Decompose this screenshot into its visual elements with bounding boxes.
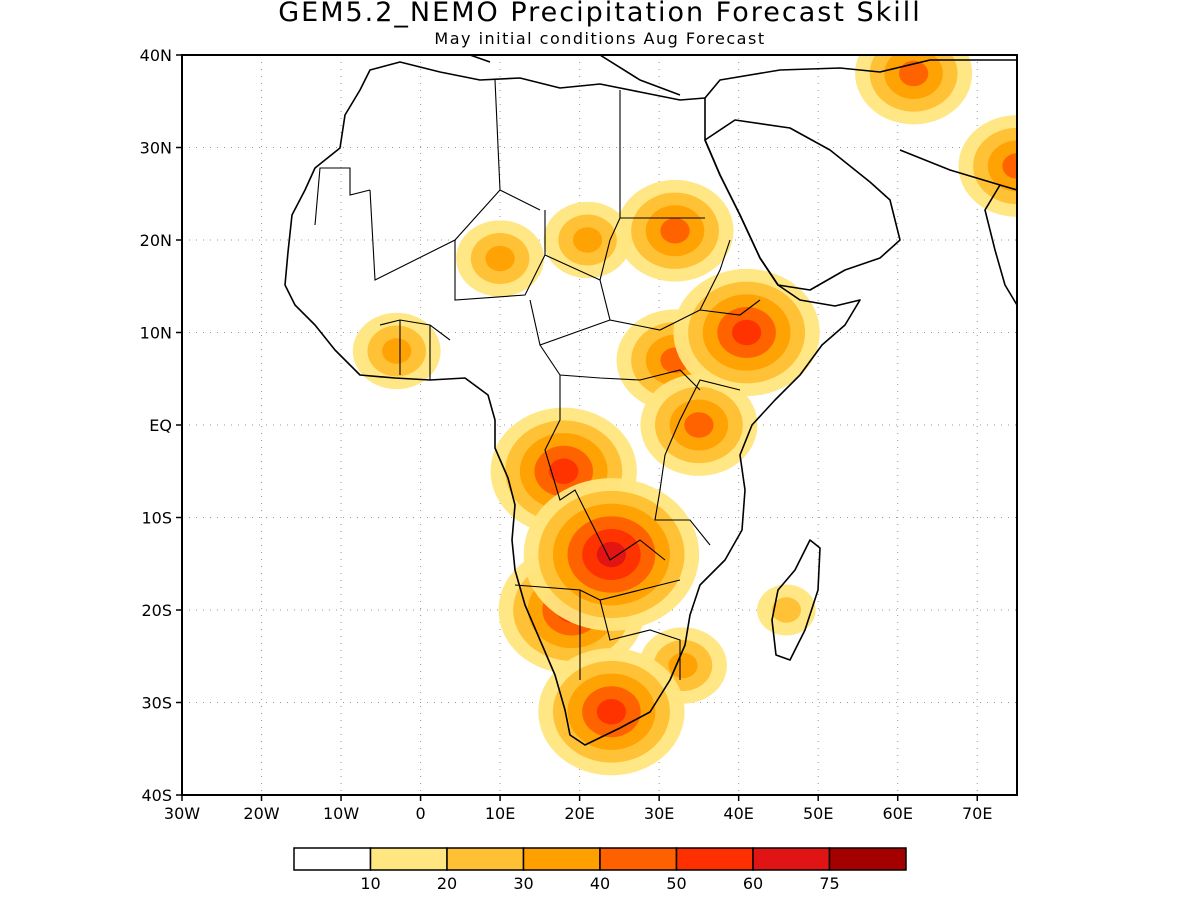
lat-label: 40S xyxy=(141,786,172,805)
skill-blob xyxy=(596,541,627,568)
skill-blob xyxy=(1002,153,1017,179)
lat-label: EQ xyxy=(149,416,172,435)
lat-label: 10S xyxy=(141,509,172,528)
colorbar-swatch xyxy=(369,847,448,871)
map-title: GEM5.2_NEMO Precipitation Forecast Skill xyxy=(278,0,922,28)
colorbar-label: 50 xyxy=(666,874,686,893)
lon-label: 60E xyxy=(882,804,912,823)
lon-label: 40E xyxy=(723,804,753,823)
skill-blob xyxy=(731,319,762,346)
country-borders xyxy=(314,79,761,680)
colorbar-label: 30 xyxy=(513,874,533,893)
skill-blob xyxy=(771,597,802,623)
colorbar-label: 60 xyxy=(743,874,763,893)
map-subtitle: May initial conditions Aug Forecast xyxy=(434,29,766,48)
skill-blob xyxy=(668,652,698,679)
colorbar-swatch xyxy=(752,847,831,871)
lon-label: 30W xyxy=(164,804,200,823)
skill-blob xyxy=(596,699,627,725)
coastlines xyxy=(284,55,1017,746)
lon-label: 30E xyxy=(644,804,674,823)
skill-blob xyxy=(572,227,603,253)
skill-blob xyxy=(684,412,714,438)
skill-blob xyxy=(660,218,690,244)
lat-label: 20S xyxy=(141,601,172,620)
colorbar-label: 10 xyxy=(360,874,380,893)
skill-blob xyxy=(485,245,515,272)
colorbar-swatch xyxy=(522,847,601,871)
lon-label: 10W xyxy=(323,804,359,823)
mideast-coastline xyxy=(704,59,1017,191)
skill-blob xyxy=(549,458,579,484)
colorbar-swatch xyxy=(293,847,372,871)
colorbar-label: 20 xyxy=(437,874,457,893)
colorbar-label: 40 xyxy=(590,874,610,893)
colorbar-swatch xyxy=(675,847,754,871)
lon-label: 20E xyxy=(564,804,594,823)
lat-label: 30S xyxy=(141,694,172,713)
lon-label: 0 xyxy=(415,804,425,823)
skill-blob xyxy=(898,60,929,87)
colorbar-swatch xyxy=(599,847,678,871)
arabia-coastline xyxy=(704,119,901,291)
colorbar: 10 20 30 40 50 60 75 xyxy=(293,847,907,893)
lat-label: 40N xyxy=(140,46,172,65)
lat-label: 30N xyxy=(140,139,172,158)
europe-coastline xyxy=(469,55,681,96)
skill-shading xyxy=(352,55,1017,776)
lat-label: 20N xyxy=(140,231,172,250)
india-coastline xyxy=(984,184,1017,306)
skill-blob xyxy=(382,338,412,364)
lon-label: 10E xyxy=(485,804,515,823)
lat-label: 10N xyxy=(140,324,172,343)
colorbar-swatch xyxy=(446,847,525,871)
madagascar-coastline xyxy=(771,539,821,661)
colorbar-swatch xyxy=(828,847,907,871)
lon-label: 50E xyxy=(803,804,833,823)
lon-label: 70E xyxy=(962,804,992,823)
colorbar-label: 75 xyxy=(819,874,839,893)
lon-label: 20W xyxy=(243,804,279,823)
